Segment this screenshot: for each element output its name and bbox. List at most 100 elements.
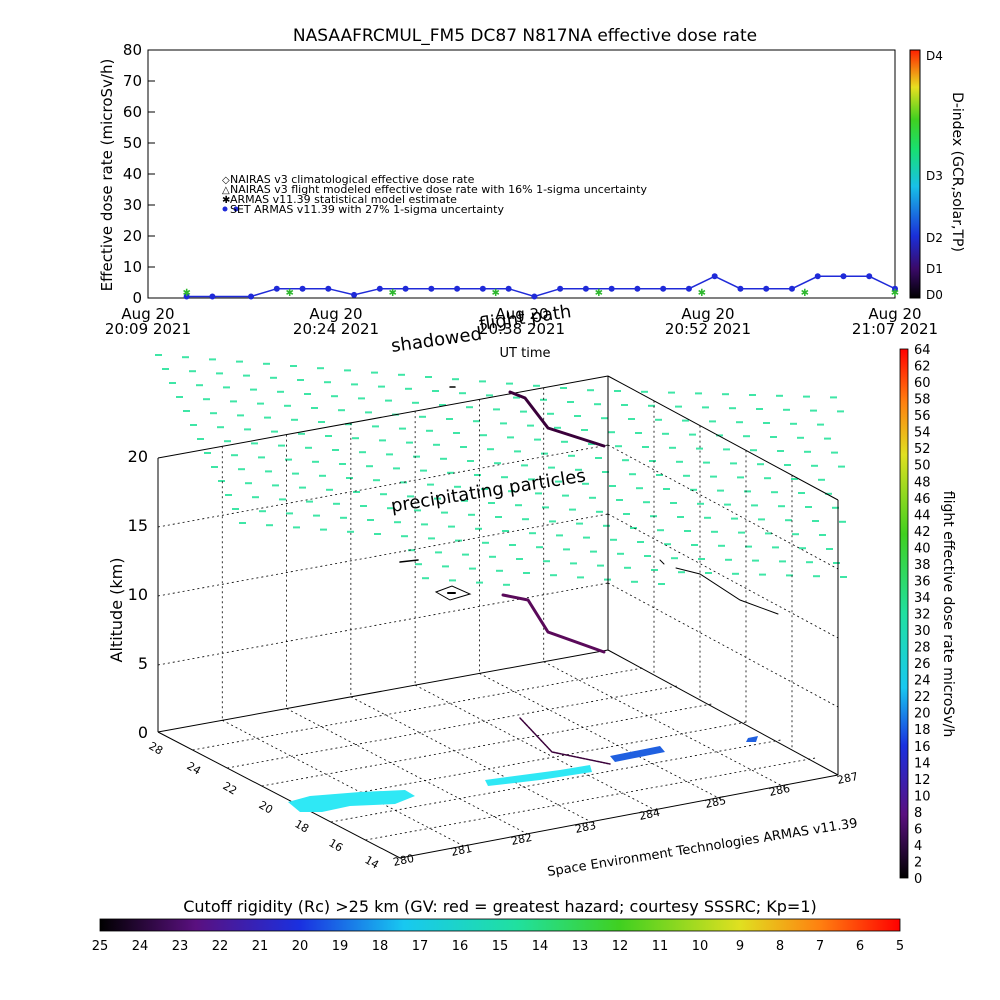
cutoff-tick: 15 xyxy=(492,939,509,954)
top-series-marks: ✱ ✱ ✱ ✱ ✱ ✱ ✱ ✱ xyxy=(182,273,899,300)
precipitating-label: precipitating particles xyxy=(389,465,587,517)
armas-data-point xyxy=(634,285,641,292)
top-y-tick: 30 xyxy=(123,196,142,214)
dose-tick: 8 xyxy=(914,806,922,821)
model-estimate-point: ✱ xyxy=(891,288,899,299)
dose-tick: 50 xyxy=(914,459,931,474)
cutoff-tick: 10 xyxy=(692,939,709,954)
dose-tick: 32 xyxy=(914,608,931,623)
precip-particle-field xyxy=(155,354,847,586)
armas-data-point xyxy=(479,285,486,292)
cutoff-tick: 23 xyxy=(172,939,189,954)
dose-tick: 30 xyxy=(914,624,931,639)
longitude-axis: 280 281 282 283 284 285 286 287 xyxy=(392,770,859,869)
dose-tick: 36 xyxy=(914,574,931,589)
cutoff-tick: 9 xyxy=(736,939,744,954)
armas-data-point xyxy=(209,293,216,300)
d-index-d3: D3 xyxy=(926,169,943,183)
armas-data-point xyxy=(737,285,744,292)
top-y-tick: 80 xyxy=(123,41,142,59)
top-y-tick: 0 xyxy=(132,289,142,307)
dose-tick: 16 xyxy=(914,740,931,755)
lon-tick: 284 xyxy=(638,806,661,823)
armas-data-point xyxy=(685,285,692,292)
cutoff-ticks: 25 24 23 22 21 20 19 18 17 16 15 14 13 12 11 10 9 8 7 6 5 xyxy=(92,939,904,954)
d-index-label: D-index (GCR,solar,TP) xyxy=(949,92,965,252)
lon-tick: 285 xyxy=(704,794,727,811)
cutoff-tick: 13 xyxy=(572,939,589,954)
xtick-time: 20:24 2021 xyxy=(293,320,379,338)
legend-armas-model: ARMAS v11.39 statistical model estimate xyxy=(230,193,457,206)
armas-data-point xyxy=(376,285,383,292)
model-estimate-point: ✱ xyxy=(389,288,397,299)
shadowed-label: shadowed xyxy=(390,323,484,357)
armas-data-point xyxy=(531,293,538,300)
cutoff-tick: 5 xyxy=(896,939,904,954)
ground-shadow-patches xyxy=(288,736,758,812)
dose-tick: 14 xyxy=(914,756,931,771)
dose-tick: 10 xyxy=(914,789,931,804)
dose-tick: 18 xyxy=(914,723,931,738)
dose-tick: 12 xyxy=(914,773,931,788)
dose-tick: 6 xyxy=(914,822,922,837)
dose-tick: 20 xyxy=(914,707,931,722)
cutoff-tick: 6 xyxy=(856,939,864,954)
lat-tick: 16 xyxy=(327,836,346,854)
top-y-tick: 10 xyxy=(123,258,142,276)
model-estimate-point: ✱ xyxy=(182,288,190,299)
altitude-box xyxy=(157,375,839,859)
top-title: NASAAFRCMUL_FM5 DC87 N817NA effective do… xyxy=(293,26,757,46)
lon-tick: 280 xyxy=(392,852,415,869)
dose-tick: 62 xyxy=(914,360,931,375)
armas-data-point xyxy=(183,293,190,300)
dose-tick: 42 xyxy=(914,525,931,540)
dose-tick: 26 xyxy=(914,657,931,672)
armas-data-point xyxy=(557,285,564,292)
alt-axis-label: Altitude (km) xyxy=(107,558,126,663)
lat-tick: 22 xyxy=(221,779,240,797)
legend-nairas-clim: NAIRAS v3 climatological effective dose … xyxy=(230,173,475,186)
armas-data-point xyxy=(248,293,255,300)
armas-data-point xyxy=(351,291,358,298)
armas-data-point xyxy=(866,273,873,280)
cutoff-tick: 17 xyxy=(412,939,429,954)
d-index-d2: D2 xyxy=(926,231,943,245)
model-estimate-point: ✱ xyxy=(285,288,293,299)
dose-tick: 24 xyxy=(914,674,931,689)
cutoff-tick: 8 xyxy=(776,939,784,954)
armas-data-point xyxy=(788,285,795,292)
top-y-axis-label: Effective dose rate (microSv/h) xyxy=(98,59,116,292)
d-index-d0: D0 xyxy=(926,288,943,302)
armas-data-point xyxy=(608,285,615,292)
top-y-tick: 60 xyxy=(123,103,142,121)
alt-tick: 0 xyxy=(138,723,148,742)
xtick-date: Aug 20 xyxy=(121,305,174,323)
d-index-d4: D4 xyxy=(926,49,943,63)
armas-data-point xyxy=(711,273,718,280)
dose-tick: 58 xyxy=(914,393,931,408)
d-index-d1: D1 xyxy=(926,262,943,276)
legend-nairas-flight: NAIRAS v3 flight modeled effective dose … xyxy=(230,183,647,196)
armas-data-point xyxy=(454,285,461,292)
dose-tick: 56 xyxy=(914,409,931,424)
armas-data-point xyxy=(428,285,435,292)
armas-data-point xyxy=(840,273,847,280)
cutoff-tick: 16 xyxy=(452,939,469,954)
lat-tick: 20 xyxy=(257,798,276,816)
dose-colorbar-ticks: 0246810121416182022242628303234363840424… xyxy=(914,343,931,887)
alt-tick: 20 xyxy=(128,447,148,466)
dose-tick: 64 xyxy=(914,343,931,358)
cutoff-tick: 24 xyxy=(132,939,149,954)
armas-data-point xyxy=(660,285,667,292)
model-estimate-point: ✱ xyxy=(492,288,500,299)
cutoff-tick: 11 xyxy=(652,939,669,954)
lon-tick: 283 xyxy=(574,819,597,836)
model-estimate-point: ✱ xyxy=(698,288,706,299)
lon-tick: 281 xyxy=(450,842,473,859)
cutoff-tick: 22 xyxy=(212,939,229,954)
xtick-date: Aug 20 xyxy=(868,305,921,323)
model-estimate-point: ✱ xyxy=(801,288,809,299)
cutoff-tick: 20 xyxy=(292,939,309,954)
xtick-time: 21:07 2021 xyxy=(852,320,938,338)
altitude-grid xyxy=(157,387,839,847)
